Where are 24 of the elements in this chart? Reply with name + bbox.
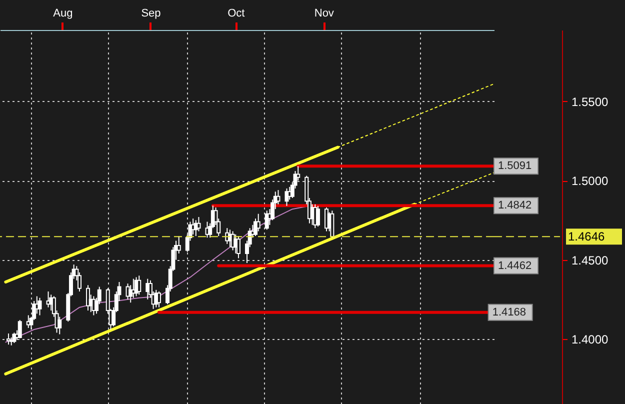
y-tick-label: 1.4000: [572, 332, 609, 347]
y-tick-label: 1.5000: [572, 174, 609, 188]
y-tick-label: 1.4500: [572, 253, 609, 268]
annotation: 1.5091: [498, 160, 532, 172]
candlestick: [156, 290, 161, 308]
candlestick: [330, 210, 334, 238]
candlestick: [236, 236, 240, 259]
candlestick: [276, 190, 280, 205]
candlestick: [256, 213, 260, 232]
ref-line-label: 1.4646: [568, 230, 606, 244]
candlestick: [137, 275, 142, 296]
candlestick: [38, 297, 42, 316]
candlestick: [18, 320, 22, 339]
x-tick-label: Nov: [314, 8, 334, 20]
x-tick-label: Oct: [228, 8, 245, 20]
y-tick-label: 1.5500: [572, 94, 609, 109]
annotation: 1.4842: [498, 200, 532, 212]
x-tick-label: Aug: [53, 8, 73, 20]
annotation: 1.4168: [492, 306, 526, 318]
candlestick: [176, 236, 181, 254]
annotation: 1.4462: [498, 260, 532, 272]
candlestick: [196, 216, 201, 232]
x-tick-label: Sep: [141, 8, 161, 20]
candlestick: [316, 205, 320, 228]
